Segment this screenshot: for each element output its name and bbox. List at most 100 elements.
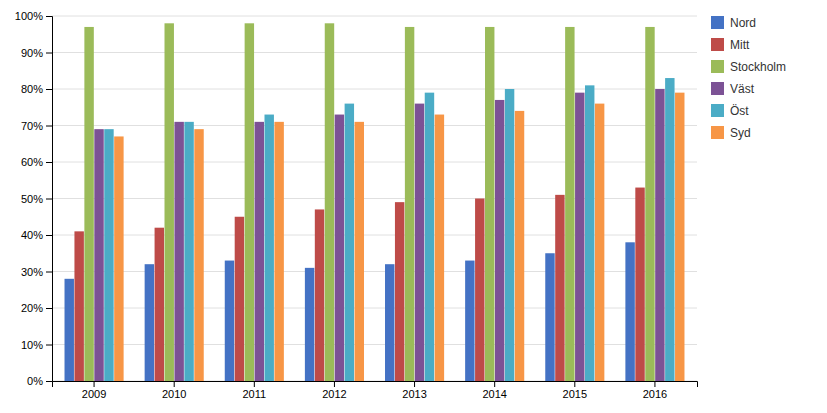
tick-label: 50% [21, 193, 43, 205]
legend-label: Öst [730, 104, 749, 118]
tick-mark [46, 345, 52, 346]
legend-item: Nord [711, 16, 756, 30]
legend: Nord Mitt Stockholm Väst Öst Syd [711, 16, 786, 140]
bar [235, 217, 244, 381]
bar [505, 89, 514, 381]
tick-label: 20% [21, 302, 43, 314]
bar [225, 261, 234, 381]
bar [274, 122, 283, 381]
bar [405, 27, 414, 381]
tick-mark [254, 381, 255, 387]
bar [174, 122, 183, 381]
tick-label: 100% [15, 10, 43, 22]
tick-label: 2014 [482, 388, 506, 400]
tick: 0% [27, 375, 52, 387]
tick: 2010 [162, 381, 186, 400]
bar [255, 122, 264, 381]
bar [555, 195, 564, 381]
y-axis: 0%10%20%30%40%50%60%70%80%90%100% [15, 10, 53, 387]
legend-item: Öst [711, 104, 749, 118]
bar [665, 78, 674, 381]
bar [355, 122, 364, 381]
tick-label: 40% [21, 229, 43, 241]
bar-series [104, 78, 674, 381]
tick-mark [414, 381, 415, 387]
bar [475, 199, 484, 382]
bar [425, 93, 434, 381]
grid-line [52, 89, 697, 90]
legend-item: Syd [711, 126, 751, 140]
grid-line [52, 16, 697, 17]
tick-mark [174, 381, 175, 387]
tick: 10% [21, 339, 52, 351]
tick-label: 2012 [322, 388, 346, 400]
grid [52, 16, 697, 381]
bar-series [114, 93, 684, 381]
tick: 2013 [402, 381, 426, 400]
bar [74, 231, 83, 381]
bar [565, 27, 574, 381]
x-axis: 2009 2010 2011 2012 2013 2014 2015 2016 [53, 381, 698, 400]
tick-mark [46, 162, 52, 163]
bar [515, 111, 524, 381]
tick-label: 30% [21, 266, 43, 278]
tick-mark [46, 381, 52, 382]
legend-item: Mitt [711, 38, 750, 52]
tick: 50% [21, 193, 52, 205]
bar [545, 253, 554, 381]
tick-label: 70% [21, 120, 43, 132]
tick-mark [574, 381, 575, 387]
tick-mark [46, 16, 52, 17]
bar [165, 23, 174, 381]
legend-label: Mitt [730, 38, 750, 52]
legend-swatch [711, 38, 724, 51]
bar [104, 129, 113, 381]
tick: 2015 [563, 381, 587, 400]
tick-mark [46, 235, 52, 236]
bar [145, 264, 154, 381]
tick: 60% [21, 156, 52, 168]
bar [395, 202, 404, 381]
bar [335, 115, 344, 381]
tick-mark [46, 53, 52, 54]
tick-label: 0% [27, 375, 43, 387]
bar [575, 93, 584, 381]
legend-swatch [711, 82, 724, 95]
bar [84, 27, 93, 381]
legend-label: Nord [730, 16, 756, 30]
tick-label: 2011 [242, 388, 266, 400]
tick-label: 2016 [643, 388, 667, 400]
tick-mark [654, 381, 655, 387]
legend-swatch [711, 60, 724, 73]
bar [245, 23, 254, 381]
bar [184, 122, 193, 381]
bar [94, 129, 103, 381]
bar [264, 115, 273, 381]
legend-item: Väst [711, 82, 755, 96]
bar [435, 115, 444, 381]
tick-label: 2013 [402, 388, 426, 400]
tick-mark [46, 126, 52, 127]
chart: 0%10%20%30%40%50%60%70%80%90%100%2009201… [0, 0, 827, 413]
tick: 2014 [482, 381, 506, 400]
tick: 30% [21, 266, 52, 278]
tick: 70% [21, 120, 52, 132]
bar [625, 242, 634, 381]
bar-series [94, 89, 664, 381]
tick-label: 2010 [162, 388, 186, 400]
tick: 2016 [643, 381, 667, 400]
tick-mark [46, 199, 52, 200]
legend-item: Stockholm [711, 60, 786, 74]
bar [485, 27, 494, 381]
bar [194, 129, 203, 381]
tick-mark [94, 381, 95, 387]
tick-mark [334, 381, 335, 387]
bar [635, 188, 644, 381]
axis-line [46, 17, 53, 382]
tick: 2009 [82, 381, 106, 400]
tick: 2011 [242, 381, 266, 400]
bars [65, 23, 685, 381]
bar [655, 89, 664, 381]
tick: 20% [21, 302, 52, 314]
grid-line [52, 52, 697, 53]
